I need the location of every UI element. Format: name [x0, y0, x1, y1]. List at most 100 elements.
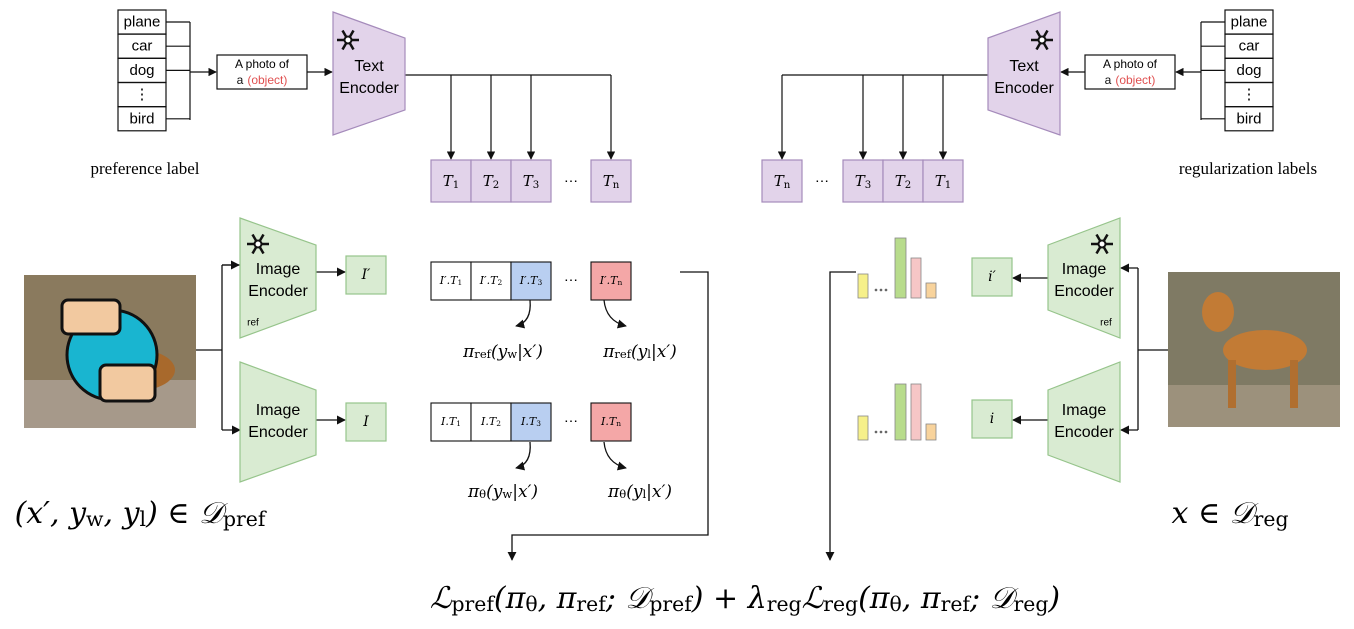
arrow: [507, 271, 709, 561]
math-text: I.T: [600, 415, 618, 428]
score-label: I.T2: [480, 415, 501, 428]
math-text: |x′): [512, 482, 538, 502]
math-text: I.T: [440, 415, 458, 428]
math-text: ; 𝒟: [969, 581, 1019, 616]
math-text: I.T: [480, 415, 498, 428]
encoder-label: Encoder: [248, 283, 308, 300]
score-box: [470, 402, 512, 442]
score-box: [510, 261, 552, 301]
math-text: I.T: [520, 415, 538, 428]
token-box: [842, 159, 884, 203]
encoder-label: Encoder: [994, 80, 1054, 97]
math-text: π: [467, 482, 480, 502]
class-label: ⋮: [1242, 86, 1257, 103]
token-label: T1: [935, 172, 952, 191]
class-box: [117, 57, 167, 84]
subscript: θ: [890, 592, 902, 616]
math-text: π: [602, 342, 615, 362]
prompt-text: a (object): [237, 73, 288, 87]
subscript: 2: [905, 180, 911, 191]
math-text: (y: [631, 342, 648, 362]
score-box: [470, 261, 512, 301]
math-text: (π: [494, 581, 527, 616]
feature-box: [345, 402, 387, 442]
prompt-box: [216, 54, 308, 90]
snowflake-icon: [343, 35, 353, 45]
class-label: dog: [129, 62, 154, 79]
subscript: n: [617, 278, 622, 287]
subscript: 2: [496, 419, 501, 428]
caption: regularization labels: [1179, 159, 1317, 178]
encoder-label: Image: [1062, 261, 1107, 278]
subscript: 1: [945, 180, 951, 191]
prompt-text: a: [1105, 73, 1112, 87]
class-label: car: [132, 38, 153, 55]
ref-tag: ref: [1100, 318, 1112, 329]
prompt-text: a (object): [1105, 73, 1156, 87]
math-text: , y: [104, 496, 141, 531]
class-label: ⋮: [135, 86, 150, 103]
arrow: [603, 441, 627, 471]
math-text: |x′): [651, 342, 677, 362]
math-text: I′.T: [439, 274, 459, 287]
class-box: [1224, 33, 1274, 59]
feature-box: [971, 257, 1013, 297]
subscript: ref: [614, 347, 631, 361]
probability: πref(yl|x′): [602, 342, 677, 362]
subscript: reg: [1014, 592, 1049, 616]
subscript: 3: [865, 180, 871, 191]
encoder-label: Text: [1009, 58, 1039, 75]
token-label: Tn: [774, 172, 791, 191]
connector: [1137, 268, 1168, 430]
feature-label: i: [990, 411, 994, 427]
math-text: (x′, y: [15, 496, 88, 531]
token-box: [761, 159, 803, 203]
feature-label: i′: [988, 269, 996, 285]
probability: πref(yw|x′): [462, 342, 543, 362]
sample-notation: x ∈ 𝒟reg: [1171, 496, 1288, 531]
math-text: ℒ: [802, 581, 825, 616]
feature-label: I′: [361, 267, 372, 283]
token-box: [430, 159, 472, 203]
subscript: 1: [456, 419, 461, 428]
ellipsis: ⋯: [564, 173, 578, 189]
score-box: [510, 402, 552, 442]
subscript: θ: [479, 487, 486, 501]
subscript: 3: [533, 180, 539, 191]
score-label: I′.T3: [519, 274, 543, 287]
subscript: ref: [474, 347, 491, 361]
math-text: (y: [491, 342, 508, 362]
prompt-text: A photo of: [235, 57, 290, 71]
subscript: 3: [536, 419, 541, 428]
arrow: [603, 299, 627, 329]
subscript: w: [86, 507, 104, 531]
subscript: ref: [576, 592, 607, 616]
class-box: [1224, 106, 1274, 132]
subscript: pref: [223, 507, 267, 531]
feature-box: [345, 255, 387, 295]
token-label: T3: [523, 172, 540, 191]
score-box: [590, 261, 632, 301]
arrow: [222, 264, 240, 430]
prompt-text: a: [237, 73, 244, 87]
ellipsis: ⋯: [564, 413, 578, 429]
ellipsis: ⋯: [564, 272, 578, 288]
subscript: 1: [453, 180, 459, 191]
encoder-label: Image: [256, 261, 301, 278]
class-label: bird: [129, 110, 154, 127]
token-label: Tn: [603, 172, 620, 191]
subscript: w: [502, 487, 512, 501]
math-text: T: [855, 172, 866, 190]
math-text: ) + λ: [691, 581, 767, 616]
class-label: dog: [1236, 62, 1261, 79]
arrow: [515, 441, 531, 471]
math-text: ) ∈ 𝒟: [145, 496, 228, 531]
subscript: w: [507, 347, 517, 361]
dog-photo-right: [1168, 272, 1340, 427]
math-text: I′.T: [599, 274, 619, 287]
score-label: I.T3: [520, 415, 541, 428]
class-label: plane: [1231, 13, 1268, 30]
math-text: T: [895, 172, 906, 190]
subscript: pref: [649, 592, 693, 616]
